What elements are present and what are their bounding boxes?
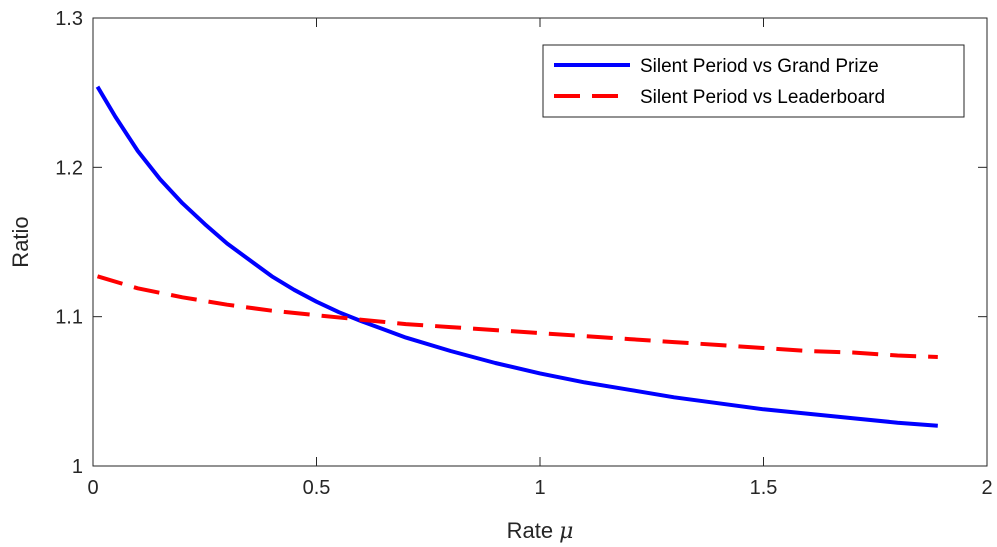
x-axis-symbol: μ (559, 519, 573, 544)
y-tick-label: 1.2 (55, 157, 83, 179)
series-line-1 (95, 85, 938, 428)
y-tick-label: 1.1 (55, 307, 83, 329)
y-axis: 1 1.1 1.2 1.3 (55, 8, 987, 478)
x-tick-label: 1 (534, 477, 545, 499)
legend-label-2: Silent Period vs Leaderboard (640, 87, 885, 108)
y-tick-label: 1.3 (55, 8, 83, 30)
series-line-2 (96, 274, 938, 359)
x-tick-label: 1.5 (750, 477, 778, 499)
x-tick-label: 0.5 (303, 477, 331, 499)
x-axis: 0 0.5 1 1.5 2 (87, 18, 993, 499)
legend-label-1: Silent Period vs Grand Prize (640, 56, 879, 77)
legend-box (542, 44, 965, 118)
y-axis-label: Ratio (8, 216, 33, 267)
x-axis-label: Rate μ (507, 518, 574, 544)
x-tick-label: 0 (87, 477, 98, 499)
y-tick-label: 1 (72, 456, 83, 478)
x-tick-label: 2 (981, 477, 992, 499)
series-layer (95, 85, 938, 428)
legend: Silent Period vs Grand Prize Silent Perio… (542, 44, 965, 118)
